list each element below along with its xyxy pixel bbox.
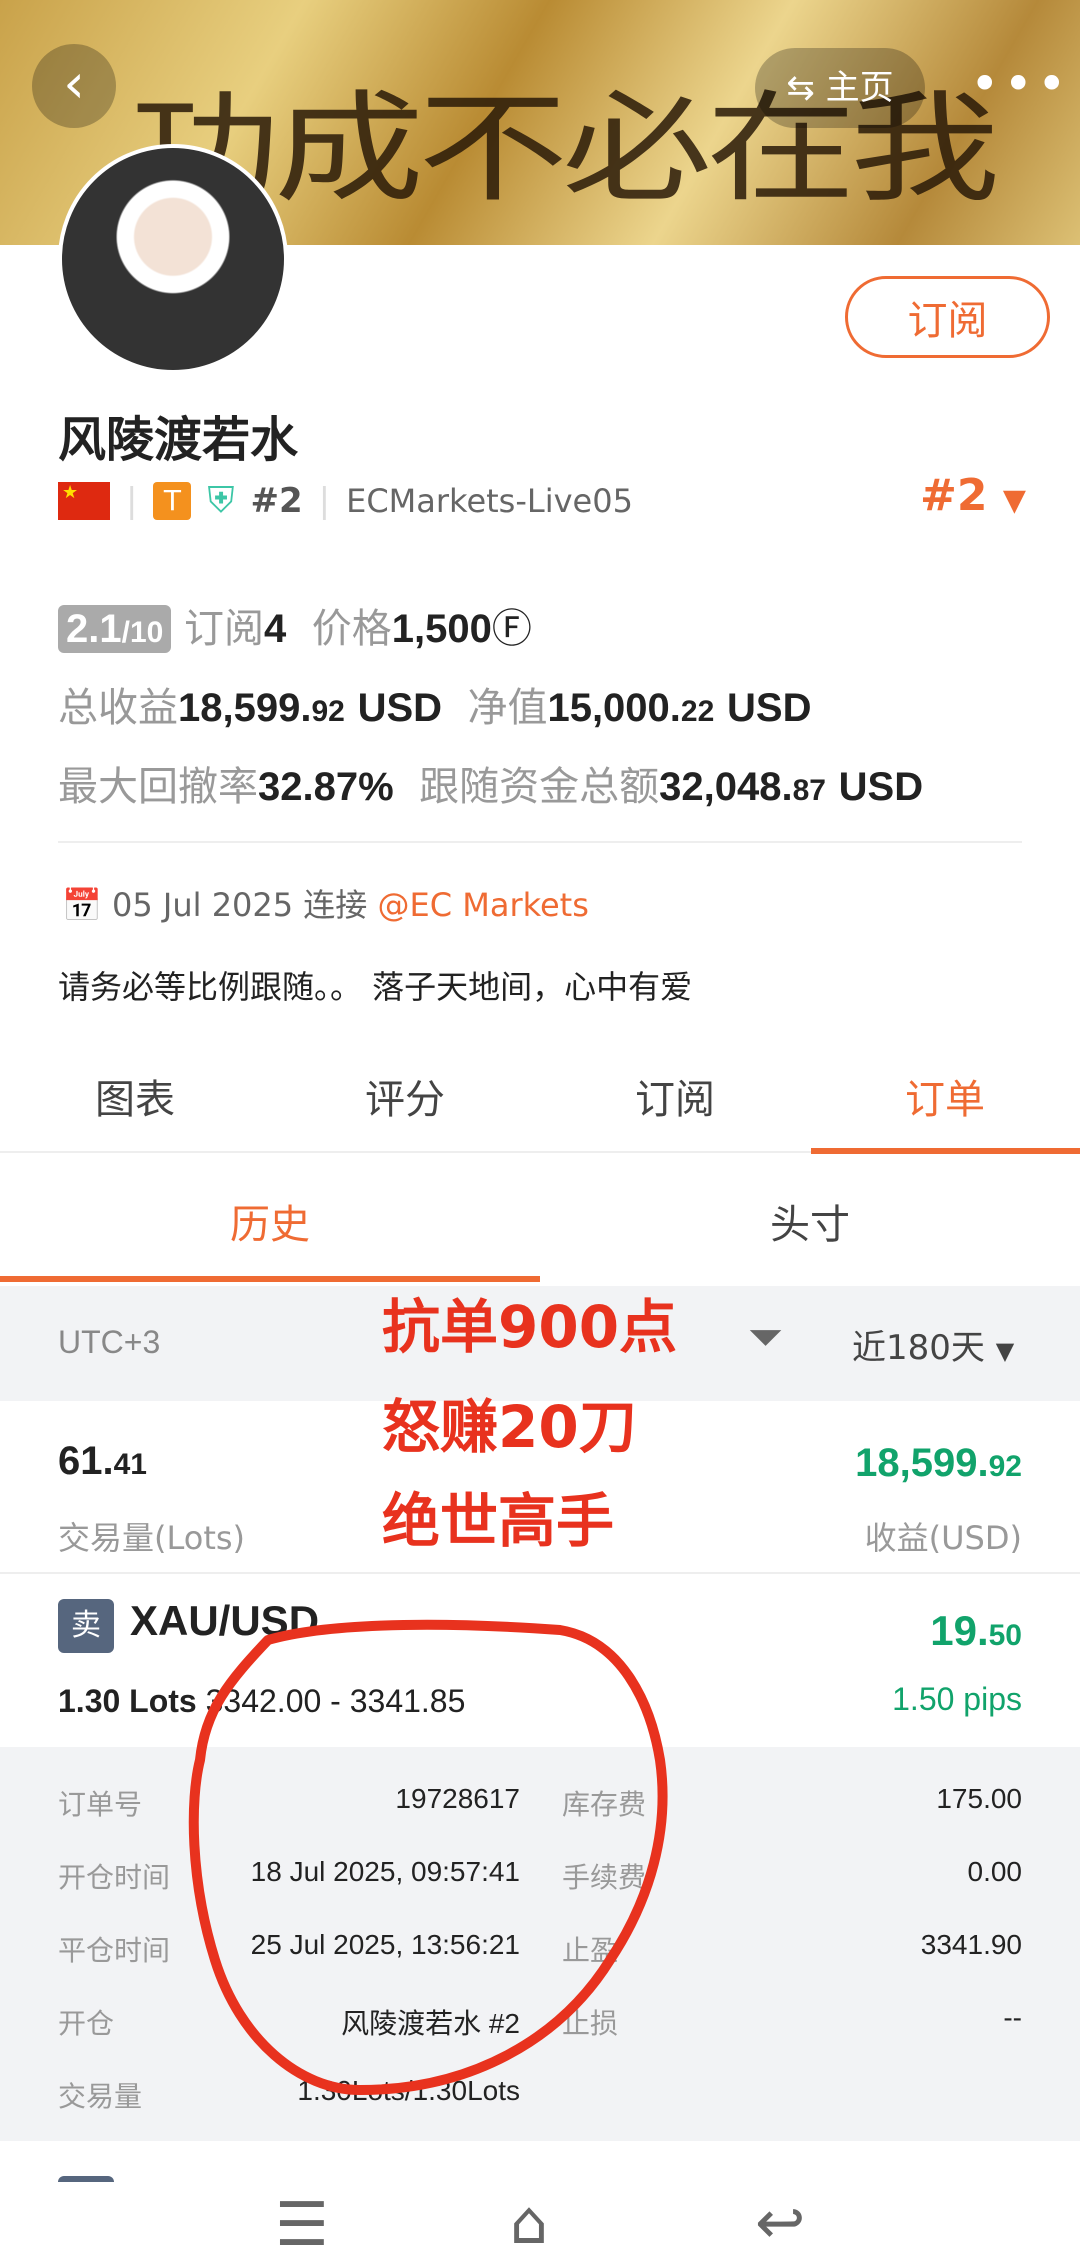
tab-indicator [811,1148,1080,1154]
calendar-icon: 📅 [62,886,102,924]
broker-link[interactable]: @EC Markets [377,886,589,924]
next-card-peek [58,2176,114,2182]
filter-icon[interactable]: ⏷ [748,1312,784,1363]
banner-calligraphy: 功成不必在我 [130,79,1000,219]
stats-row-2: 总收益18,599.92 USD 净值15,000.22 USD [58,685,812,731]
detail-value: 19728617 [395,1783,520,1814]
annotation-line-2: 怒赚20刀 [382,1393,637,1461]
detail-label: 库存费 [562,1788,647,1821]
tab-chart[interactable]: 图表 [95,1077,175,1123]
home-button[interactable]: ⇆ 主页 [755,48,925,128]
detail-value: 3341.90 [920,1929,1022,1960]
score-badge: 2.1/10 [58,605,172,653]
detail-label: 交易量 [58,2080,143,2113]
home-icon[interactable]: ⌂ [510,2188,549,2258]
switch-icon: ⇆ [786,68,815,108]
annotation-line-3: 绝世高手 [382,1487,615,1555]
detail-value: 175.00 [936,1783,1022,1814]
subtab-positions[interactable]: 头寸 [770,1202,850,1248]
summary: 61.41 交易量(Lots) 18,599.92 收益(USD) [0,1401,1080,1574]
level-badge: T [153,482,192,520]
detail-label: 平仓时间 [58,1934,171,1967]
detail-label: 手续费 [562,1861,647,1894]
subtab-history[interactable]: 历史 [230,1202,310,1248]
trader-name: 风陵渡若水 [58,412,299,468]
tab-rating[interactable]: 评分 [365,1077,445,1123]
china-flag-icon: ★ [58,482,110,520]
detail-value: 风陵渡若水 #2 [341,2008,520,2039]
bio: 请务必等比例跟随。。 落子天地间，心中有爱 [58,968,693,1006]
detail-label: 开仓 [58,2007,115,2040]
detail-label: 订单号 [58,1788,143,1821]
detail-label: 开仓时间 [58,1861,171,1894]
detail-value: 25 Jul 2025, 13:56:21 [250,1929,520,1960]
detail-value: -- [1003,2002,1022,2033]
sell-badge: 卖 [58,1599,114,1653]
sub-tabs: 历史 头寸 [0,1155,1080,1285]
annotation-line-1: 抗单900点 [382,1293,678,1361]
filter-bar: UTC+3 ⏷ 近180天 ▼ [0,1286,1080,1401]
detail-value: 18 Jul 2025, 09:57:41 [250,1856,520,1887]
badges-row: ★ | T ⛨ #2 | ECMarkets-Live05 [58,480,633,522]
avatar[interactable] [58,144,288,374]
order-details: 订单号 19728617 库存费 175.00 开仓时间 18 Jul 2025,… [0,1747,1080,2141]
verified-shield-icon: ⛨ [207,480,235,521]
period-dropdown[interactable]: 近180天 ▼ [852,1328,1015,1368]
back-button[interactable]: ‹ [32,44,116,128]
caret-down-icon: ▼ [1002,483,1026,518]
bottom-nav: ☰ ⌂ ↩ [0,2188,1080,2260]
back-nav-icon[interactable]: ↩ [755,2188,806,2258]
coin-icon: Ⓕ [491,606,532,652]
menu-icon[interactable]: ☰ [275,2190,329,2260]
main-tabs: 图表 评分 订阅 订单 [0,1055,1080,1153]
caret-down-icon: ▼ [995,1337,1015,1365]
connect-info: 📅 05 Jul 2025 连接 @EC Markets [62,886,589,924]
tab-orders[interactable]: 订单 [905,1077,985,1123]
tab-subscribe[interactable]: 订阅 [635,1077,715,1123]
stats-row-1: 2.1/10 订阅4 价格1,500Ⓕ [58,596,532,654]
order-card[interactable]: 卖 XAU/USD 1.30 Lots 3342.00 - 3341.85 19… [58,1597,1022,1719]
detail-value: 0.00 [967,1856,1023,1887]
subscribe-button[interactable]: 订阅 [845,276,1050,358]
rank-dropdown[interactable]: #2 ▼ [920,470,1026,521]
stats-row-3: 最大回撤率32.87% 跟随资金总额32,048.87 USD [58,764,924,810]
divider [58,841,1022,843]
more-icon[interactable]: ••• [970,55,1071,113]
subtab-indicator [0,1276,540,1282]
